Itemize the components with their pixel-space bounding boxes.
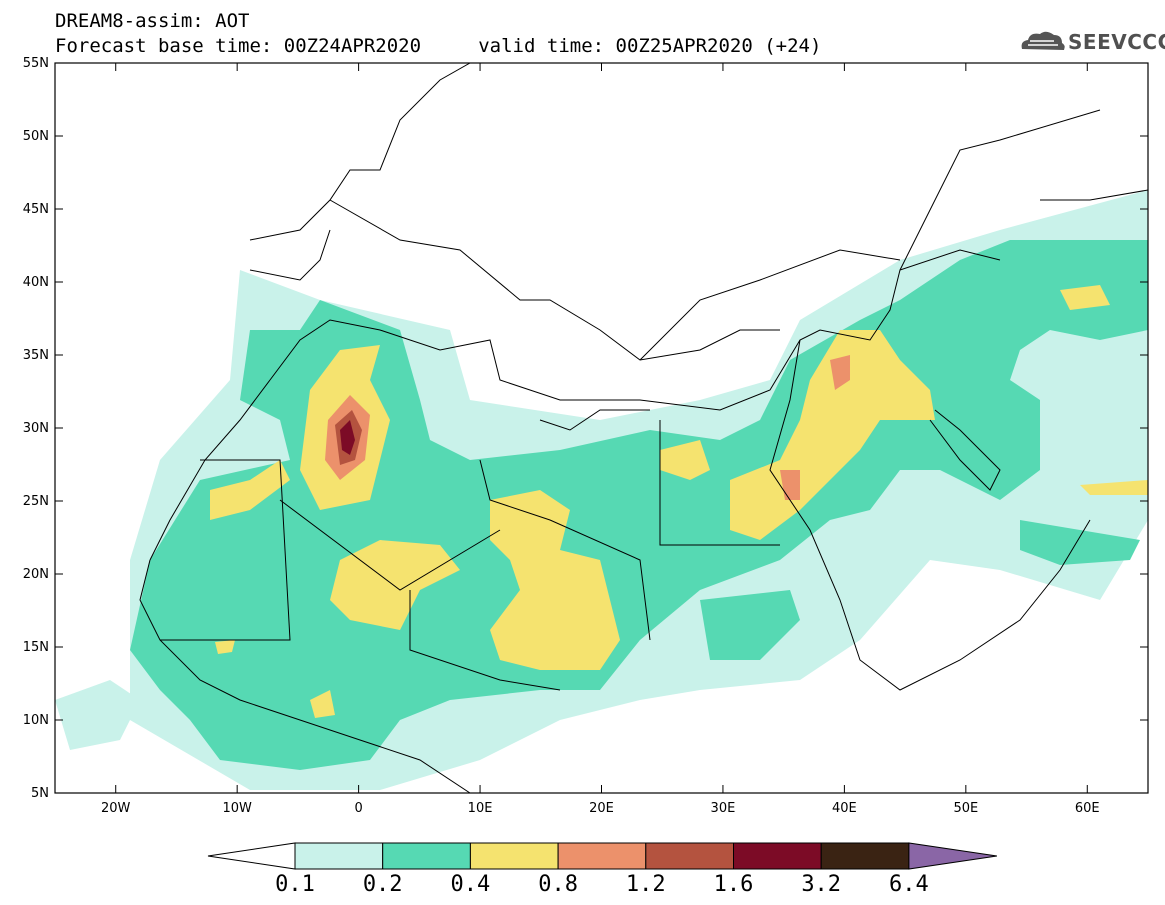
lat-label: 45N bbox=[23, 202, 49, 217]
lat-label: 25N bbox=[23, 494, 49, 509]
lat-label: 35N bbox=[23, 348, 49, 363]
colorbar-label: 0.8 bbox=[538, 872, 578, 897]
lon-label: 60E bbox=[1075, 801, 1100, 816]
colorbar-box bbox=[820, 842, 910, 870]
seevccc-logo: SEEVCCC bbox=[1068, 30, 1165, 54]
lon-label: 40E bbox=[832, 801, 857, 816]
colorbar-box bbox=[382, 842, 471, 870]
lon-label: 20W bbox=[101, 801, 131, 816]
map-title: DREAM8-assim: AOT bbox=[55, 10, 250, 32]
lat-label: 30N bbox=[23, 421, 49, 436]
longitude-labels: 20W 10W 0 10E 20E 30E 40E 50E 60E bbox=[101, 801, 1100, 816]
colorbar-label: 3.2 bbox=[801, 872, 841, 897]
colorbar-box bbox=[294, 842, 384, 870]
cloud-icon bbox=[1021, 31, 1065, 50]
colorbar-label: 6.4 bbox=[889, 872, 929, 897]
lat-label: 10N bbox=[23, 713, 49, 728]
forecast-time-line: Forecast base time: 00Z24APR2020 valid t… bbox=[55, 35, 822, 57]
colorbar-box bbox=[469, 842, 559, 870]
colorbar-box bbox=[645, 842, 734, 870]
lat-label: 20N bbox=[23, 567, 49, 582]
lat-label: 40N bbox=[23, 275, 49, 290]
colorbar-box bbox=[557, 842, 647, 870]
lon-label: 50E bbox=[953, 801, 978, 816]
lon-label: 20E bbox=[589, 801, 614, 816]
lon-label: 30E bbox=[711, 801, 736, 816]
lon-label: 10W bbox=[222, 801, 252, 816]
colorbar-label: 0.2 bbox=[363, 872, 403, 897]
lat-label: 15N bbox=[23, 640, 49, 655]
colorbar-label: 0.1 bbox=[275, 872, 315, 897]
colorbar-box bbox=[733, 842, 822, 870]
lon-label: 0 bbox=[354, 801, 362, 816]
lat-label: 55N bbox=[23, 56, 49, 71]
latitude-labels: 55N 50N 45N 40N 35N 30N 25N 20N 15N 10N 5N bbox=[23, 56, 49, 801]
map-ticks bbox=[55, 62, 1148, 794]
colorbar-high-arrow bbox=[908, 842, 997, 870]
colorbar-label: 1.6 bbox=[714, 872, 754, 897]
colorbar-label: 1.2 bbox=[626, 872, 666, 897]
aot-contours bbox=[55, 63, 1148, 793]
lat-label: 5N bbox=[31, 786, 49, 801]
lat-label: 50N bbox=[23, 129, 49, 144]
colorbar-label: 0.4 bbox=[451, 872, 491, 897]
colorbar-low-arrow bbox=[207, 842, 296, 870]
lon-label: 10E bbox=[468, 801, 493, 816]
